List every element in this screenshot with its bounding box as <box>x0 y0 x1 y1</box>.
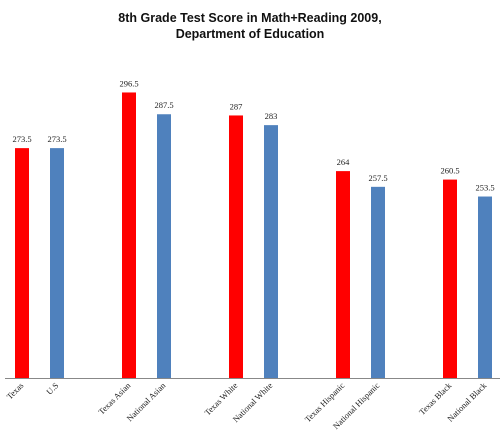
data-label: 260.5 <box>440 166 459 176</box>
bar-texas-white <box>229 115 243 378</box>
bar-texas-black <box>443 179 457 378</box>
x-tick-label: Texas White <box>202 380 239 417</box>
x-tick-label: Texas <box>4 380 25 401</box>
data-label: 264 <box>337 157 351 167</box>
data-label: 287.5 <box>154 100 173 110</box>
bar-u-s <box>50 148 64 378</box>
data-label: 257.5 <box>368 173 387 183</box>
bar-national-asian <box>157 114 171 378</box>
data-label: 287 <box>230 101 243 111</box>
bar-national-black <box>478 196 492 378</box>
bar-texas-asian <box>122 92 136 378</box>
chart-title-line1: 8th Grade Test Score in Math+Reading 200… <box>118 11 382 25</box>
bar-texas <box>15 148 29 378</box>
data-label: 273.5 <box>47 134 66 144</box>
data-label: 296.5 <box>119 78 138 88</box>
bar-national-white <box>264 125 278 378</box>
data-label: 283 <box>265 111 278 121</box>
bar-texas-hispanic <box>336 171 350 378</box>
bar-national-hispanic <box>371 186 385 378</box>
chart-title: 8th Grade Test Score in Math+Reading 200… <box>0 10 500 42</box>
x-tick-label: Texas Black <box>417 380 454 417</box>
x-tick-label: Texas Asian <box>96 380 133 417</box>
data-label: 253.5 <box>475 183 494 193</box>
chart-title-line2: Department of Education <box>175 27 325 41</box>
x-tick-label: U.S <box>44 380 60 396</box>
data-label: 273.5 <box>12 134 31 144</box>
